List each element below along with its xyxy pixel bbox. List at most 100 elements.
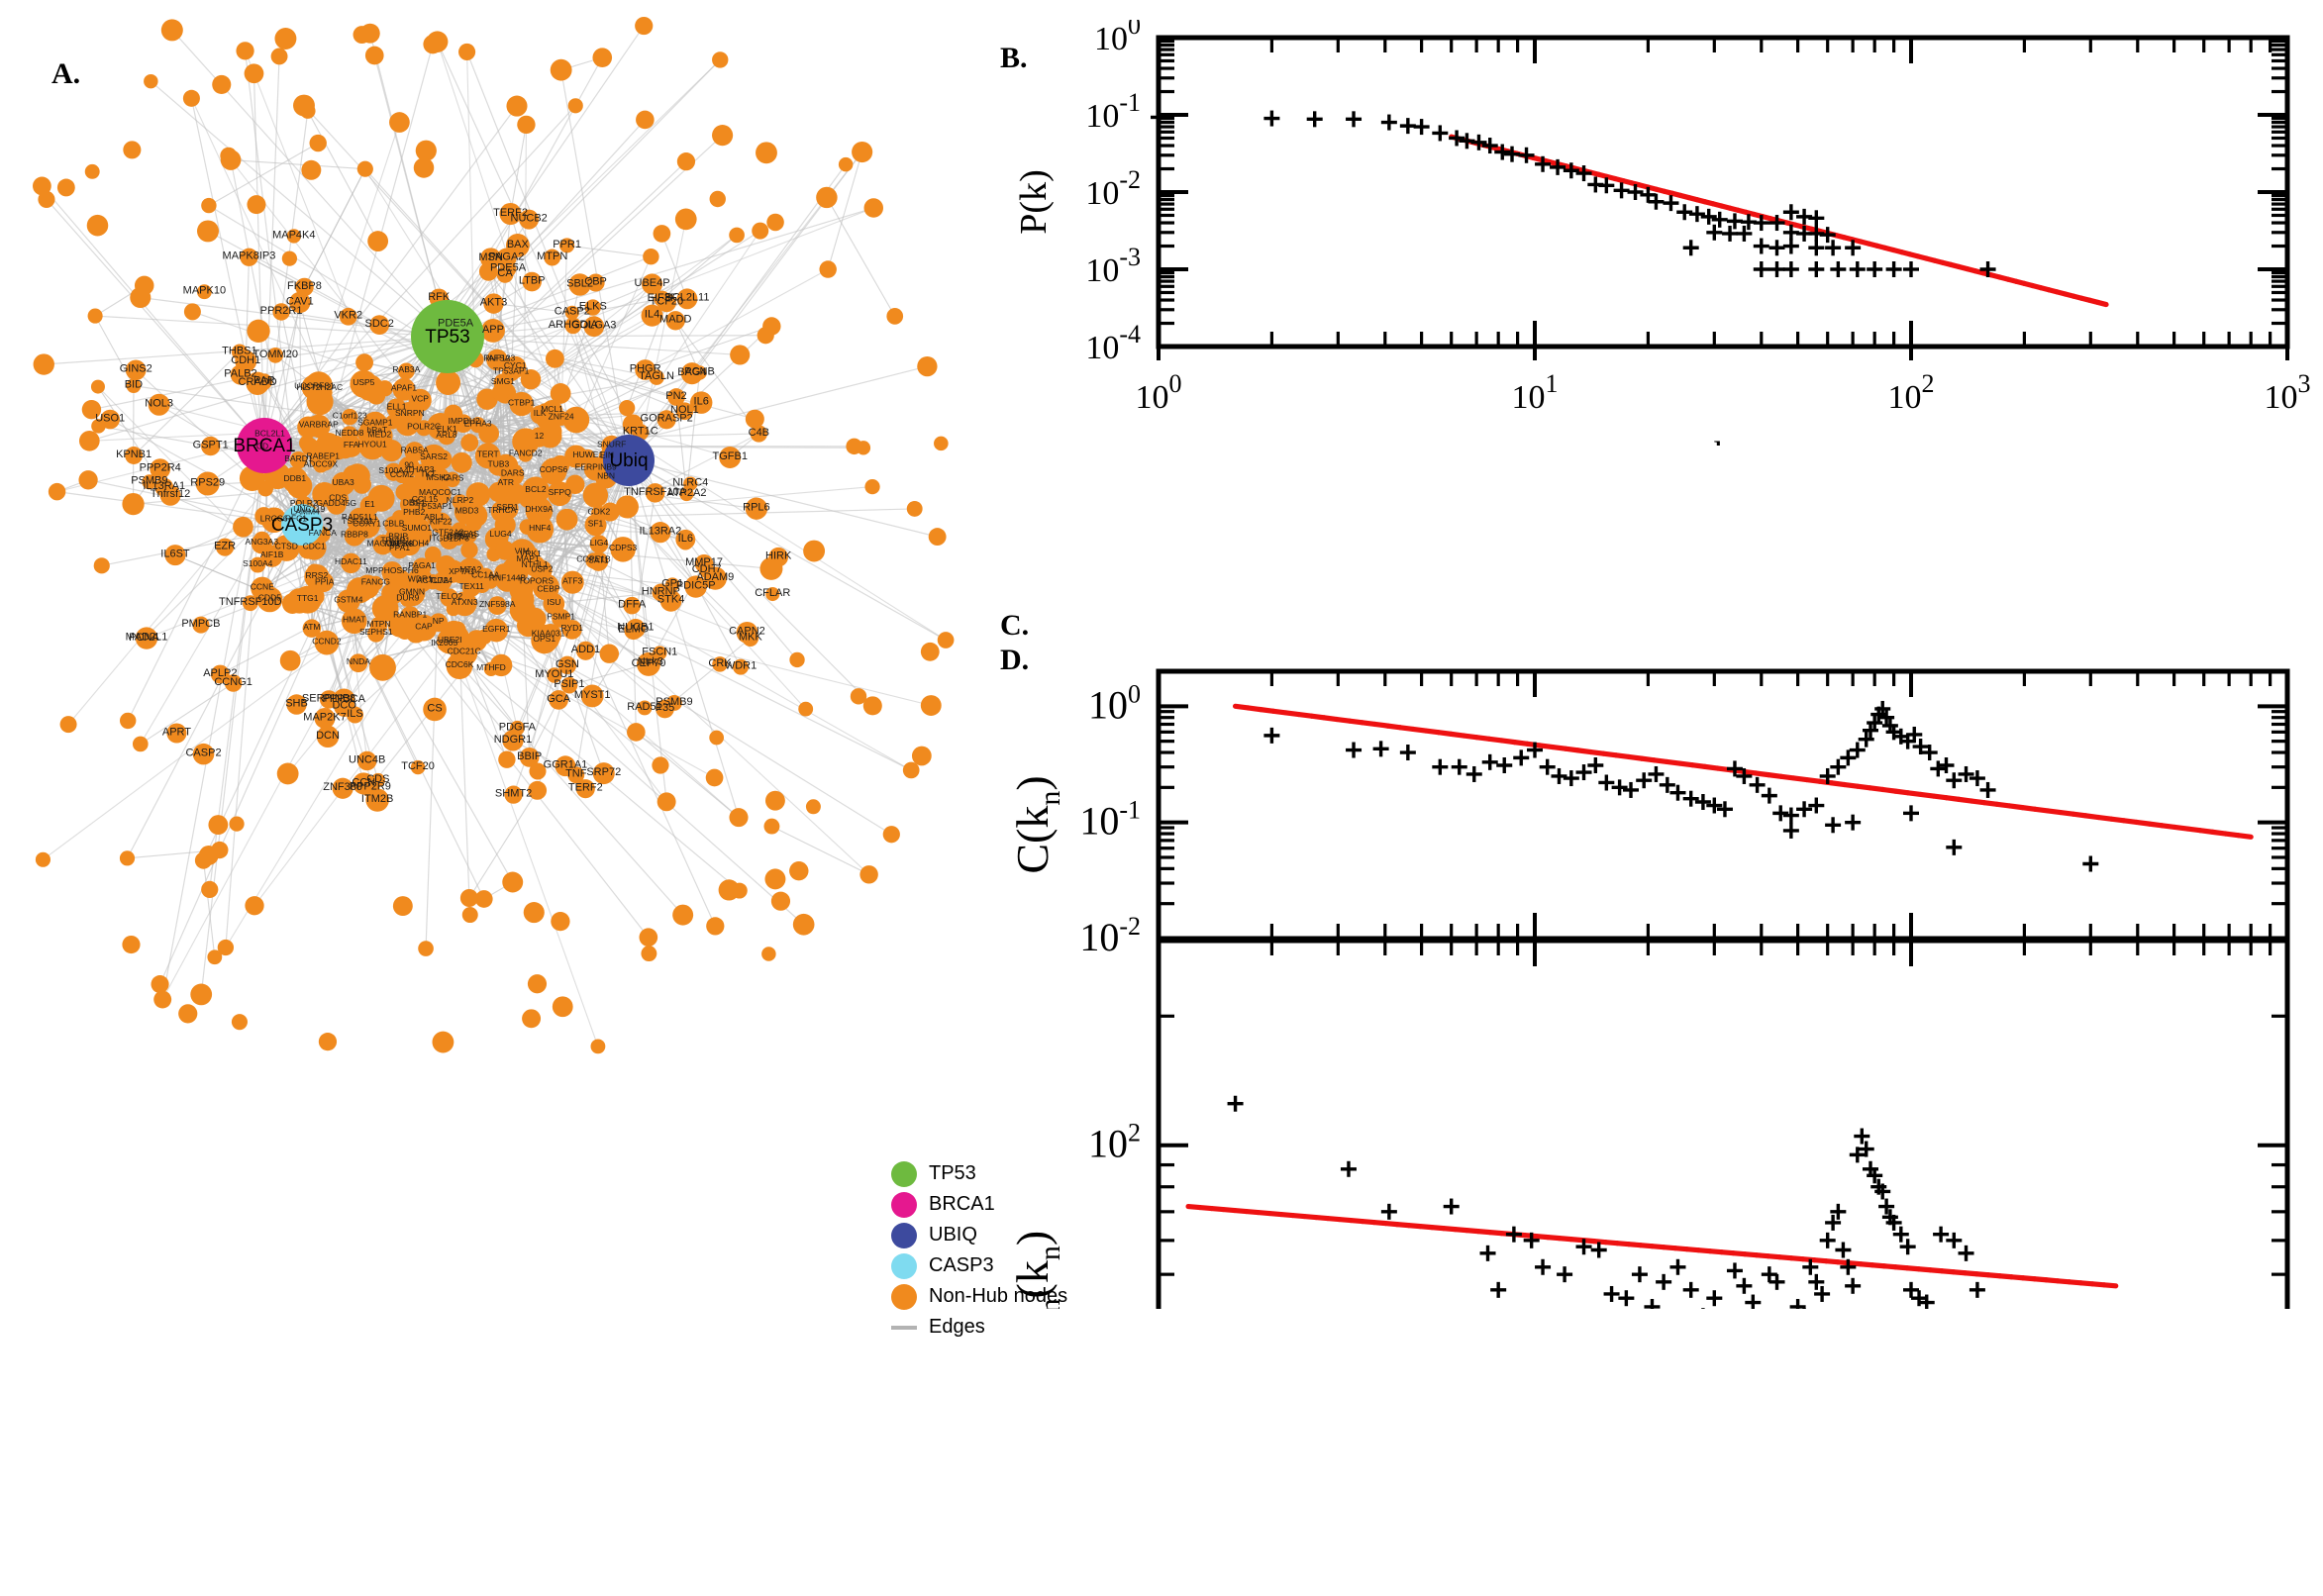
network-node[interactable]	[356, 750, 377, 771]
network-node[interactable]	[384, 462, 403, 481]
network-node[interactable]	[642, 273, 663, 295]
network-node[interactable]	[341, 552, 361, 574]
network-node[interactable]	[196, 284, 212, 300]
network-node[interactable]	[399, 591, 416, 608]
network-node[interactable]	[559, 238, 575, 253]
network-node[interactable]	[517, 115, 536, 135]
network-node[interactable]	[355, 353, 373, 372]
network-node[interactable]	[528, 780, 548, 800]
network-node[interactable]	[619, 400, 636, 417]
network-node[interactable]	[816, 186, 838, 209]
network-node[interactable]	[934, 436, 949, 451]
network-node[interactable]	[712, 51, 729, 68]
network-node[interactable]	[318, 1033, 338, 1051]
network-node[interactable]	[709, 730, 725, 746]
network-node[interactable]	[230, 364, 252, 385]
network-node[interactable]	[491, 351, 507, 367]
network-node[interactable]	[541, 400, 563, 422]
network-node[interactable]	[538, 579, 559, 601]
network-node[interactable]	[451, 451, 472, 473]
network-node[interactable]	[551, 454, 570, 474]
network-node[interactable]	[250, 556, 266, 573]
network-node[interactable]	[195, 471, 220, 496]
network-node[interactable]	[750, 425, 768, 443]
network-node[interactable]	[207, 949, 223, 965]
network-node[interactable]	[592, 762, 615, 785]
network-node[interactable]	[126, 378, 142, 394]
network-node[interactable]	[937, 632, 955, 648]
network-node[interactable]	[610, 537, 636, 562]
network-node[interactable]	[182, 89, 200, 107]
network-node[interactable]	[911, 746, 932, 766]
network-node[interactable]	[301, 374, 328, 400]
network-node[interactable]	[745, 409, 764, 429]
network-node[interactable]	[506, 95, 528, 117]
network-node[interactable]	[684, 575, 707, 598]
network-node[interactable]	[347, 706, 364, 724]
network-node[interactable]	[667, 388, 685, 406]
network-node[interactable]	[850, 688, 867, 705]
network-node[interactable]	[220, 150, 242, 170]
network-node[interactable]	[544, 249, 561, 266]
hub-node-ubiq[interactable]	[603, 435, 655, 486]
network-node[interactable]	[920, 695, 942, 716]
network-node[interactable]	[521, 476, 550, 505]
network-node[interactable]	[551, 911, 570, 932]
network-node[interactable]	[367, 231, 389, 251]
network-node[interactable]	[316, 725, 340, 748]
network-node[interactable]	[281, 250, 298, 266]
network-node[interactable]	[254, 507, 273, 526]
network-node[interactable]	[302, 619, 322, 638]
network-node[interactable]	[763, 818, 780, 835]
network-node[interactable]	[656, 792, 676, 812]
network-node[interactable]	[458, 43, 476, 61]
network-node[interactable]	[196, 220, 219, 243]
network-node[interactable]	[712, 656, 728, 672]
network-node[interactable]	[286, 694, 307, 715]
network-node[interactable]	[295, 277, 314, 297]
network-node[interactable]	[906, 500, 923, 517]
network-node[interactable]	[529, 762, 547, 780]
network-node[interactable]	[590, 1039, 606, 1054]
network-node[interactable]	[314, 630, 340, 655]
network-node[interactable]	[556, 508, 578, 531]
network-node[interactable]	[87, 308, 103, 324]
network-node[interactable]	[233, 516, 253, 538]
network-node[interactable]	[733, 658, 750, 675]
network-node[interactable]	[789, 860, 809, 881]
network-node[interactable]	[483, 293, 504, 314]
network-node[interactable]	[665, 311, 685, 331]
network-node[interactable]	[371, 595, 399, 622]
network-node[interactable]	[705, 768, 724, 787]
network-node[interactable]	[520, 368, 542, 390]
network-node[interactable]	[208, 815, 229, 835]
network-node[interactable]	[719, 447, 742, 469]
network-node[interactable]	[478, 423, 499, 445]
network-node[interactable]	[580, 684, 604, 708]
network-node[interactable]	[599, 644, 619, 663]
network-node[interactable]	[494, 453, 519, 479]
network-node[interactable]	[488, 481, 509, 503]
network-node[interactable]	[483, 574, 498, 589]
network-node[interactable]	[745, 497, 768, 520]
network-node[interactable]	[48, 482, 66, 501]
network-node[interactable]	[846, 438, 862, 455]
network-node[interactable]	[694, 553, 714, 573]
network-node[interactable]	[119, 712, 137, 730]
network-node[interactable]	[240, 248, 258, 266]
network-node[interactable]	[519, 519, 536, 535]
network-node[interactable]	[502, 871, 524, 893]
network-node[interactable]	[86, 214, 109, 237]
network-node[interactable]	[567, 98, 583, 114]
network-node[interactable]	[584, 514, 607, 537]
network-node[interactable]	[756, 142, 777, 164]
network-node[interactable]	[395, 412, 420, 437]
network-node[interactable]	[397, 362, 415, 380]
network-node[interactable]	[423, 697, 447, 722]
network-node[interactable]	[805, 799, 821, 815]
network-node[interactable]	[201, 436, 221, 456]
network-node[interactable]	[575, 641, 595, 660]
network-node[interactable]	[210, 664, 230, 684]
network-node[interactable]	[582, 482, 609, 508]
network-node[interactable]	[547, 667, 562, 683]
